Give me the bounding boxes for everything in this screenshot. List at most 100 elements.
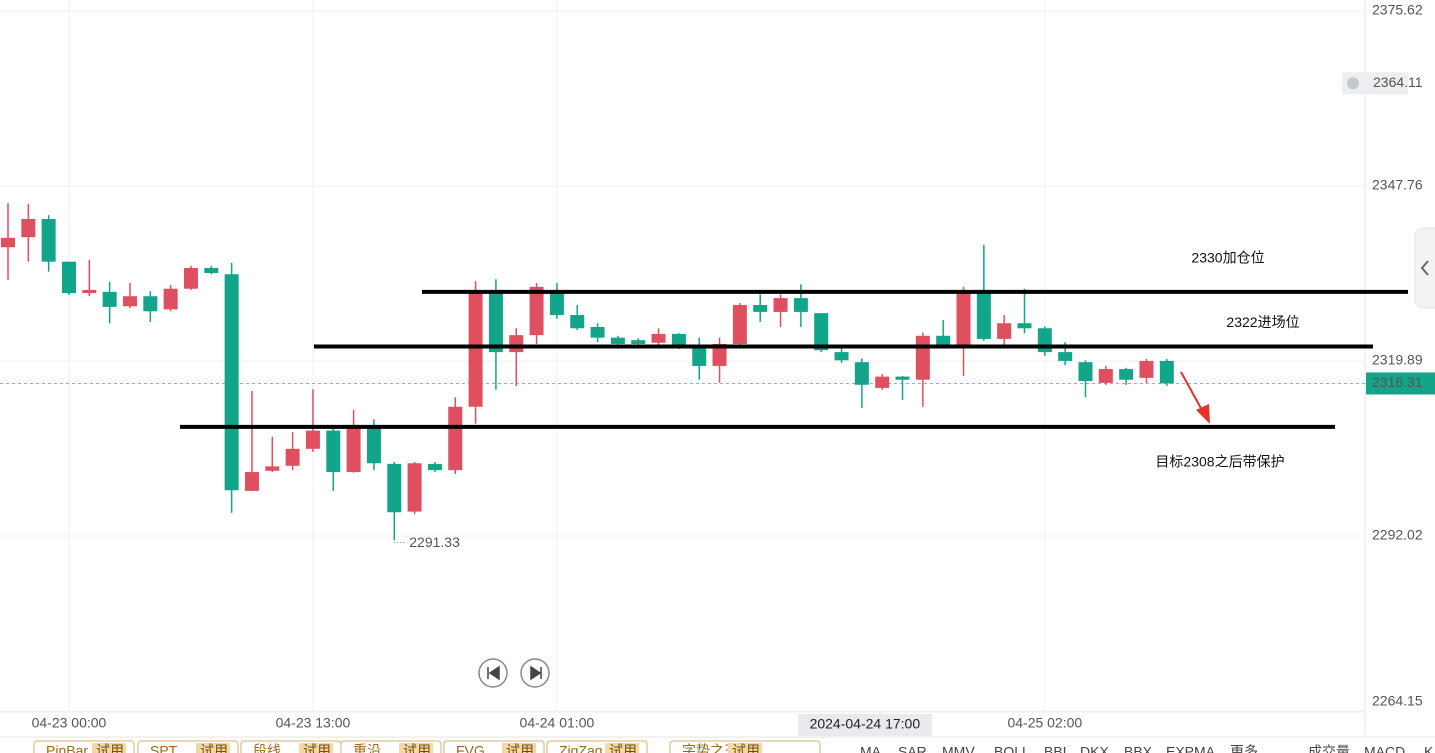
alert-box [1342, 72, 1408, 95]
candle-body [590, 326, 605, 338]
candle-body [692, 347, 707, 366]
candle-body [1119, 369, 1134, 380]
candle-body [1, 237, 15, 248]
plugin-name: 字势之王 [682, 743, 738, 753]
trial-badge [605, 743, 639, 753]
arrow-head [1196, 404, 1210, 424]
candle-body [82, 289, 97, 294]
candle-body [468, 291, 483, 407]
last-price-label: 2316.31 [1372, 374, 1423, 390]
indicator-name[interactable]: BBI [1044, 744, 1067, 753]
bell-icon [1347, 77, 1359, 90]
crosshair-label: 2024-04-24 17:00 [810, 716, 921, 732]
candle-body [224, 274, 239, 491]
indicator-name[interactable]: SAR [898, 744, 927, 753]
candle-body [875, 376, 890, 388]
annotation-text: 2330加仓位 [1191, 250, 1264, 266]
playback-controls [478, 658, 550, 688]
candle-body [651, 333, 666, 343]
annotation-text: 2322进场位 [1226, 314, 1299, 330]
candle-body [814, 313, 829, 351]
candle-body [1058, 352, 1073, 361]
candle-body [1159, 360, 1174, 384]
trial-text: 试用 [732, 743, 760, 753]
candle-body [1037, 328, 1052, 353]
candle-body [448, 406, 463, 471]
indicator-name[interactable]: MMV [942, 744, 975, 753]
last-price-box [1366, 372, 1435, 395]
plugin-name: FVG [456, 743, 485, 753]
arrow [1180, 371, 1204, 413]
trial-text: 试用 [303, 743, 331, 753]
indicator-name[interactable]: BOLL [994, 744, 1030, 753]
trial-badge [92, 743, 126, 753]
candle-body [1017, 323, 1032, 329]
candle-body [773, 298, 788, 312]
candle-body [387, 463, 402, 513]
indicator-name[interactable]: 更多 [1230, 744, 1258, 753]
trial-text: 试用 [200, 743, 228, 753]
candle-body [346, 424, 361, 473]
candle-body [407, 463, 422, 512]
candle-body [183, 267, 198, 289]
x-tick-label: 04-24 01:00 [520, 715, 595, 731]
trial-badge [399, 743, 433, 753]
trial-badge [299, 743, 333, 753]
candle-body [529, 286, 544, 336]
indicator-name[interactable]: K [1424, 744, 1434, 753]
candle-body [793, 298, 808, 312]
indicator-name[interactable]: 成交量 [1308, 744, 1350, 753]
candle-body [427, 463, 442, 471]
trial-badge [502, 743, 536, 753]
trial-text: 试用 [506, 743, 534, 753]
indicator-name[interactable]: EXPMA [1166, 744, 1216, 753]
candle-body [265, 466, 280, 471]
y-tick-label: 2319.89 [1372, 352, 1423, 368]
plugin-name: PinBar [46, 743, 88, 753]
candle-body [204, 267, 219, 273]
candle-body [366, 426, 381, 464]
indicator-name[interactable]: BBX [1124, 744, 1153, 753]
candle-body [549, 289, 564, 316]
min-label: 2291.33 [409, 534, 460, 550]
candle-body [305, 430, 320, 449]
candle-body [41, 218, 56, 262]
plugin-name: ZigZag [559, 743, 603, 753]
candle-body [122, 296, 137, 307]
candle-body [834, 352, 849, 361]
candle-body [1078, 362, 1093, 382]
trial-text: 试用 [403, 743, 431, 753]
x-tick-label: 04-23 13:00 [276, 715, 351, 731]
candle-body [732, 305, 747, 344]
candle-body [285, 448, 300, 466]
candle-body [1098, 369, 1113, 383]
candle-body [610, 337, 625, 344]
alert-label: 2364.11 [1373, 74, 1423, 90]
candle-body [854, 362, 869, 385]
candle-body [976, 291, 991, 339]
candle-body [143, 296, 158, 312]
candle-body [570, 315, 585, 329]
collapse-tab[interactable] [1414, 227, 1435, 309]
plugin-name: 段线 [253, 743, 281, 753]
y-tick-label: 2264.15 [1372, 693, 1423, 709]
trial-badge [196, 743, 230, 753]
candle-body [1139, 360, 1154, 378]
collapse-icon [1420, 260, 1429, 276]
y-tick-label: 2347.76 [1372, 177, 1423, 193]
crosshair-box [797, 714, 932, 736]
plugin-name: 重沿 [353, 743, 381, 753]
indicator-name[interactable]: MA [860, 744, 882, 753]
indicator-name[interactable]: DKX [1080, 744, 1109, 753]
candle-body [631, 340, 646, 344]
candle-body [488, 291, 503, 353]
candle-body [671, 333, 686, 348]
prev-icon [487, 665, 500, 681]
indicator-name[interactable]: MACD [1364, 744, 1405, 753]
candle-body [509, 335, 524, 353]
candle-body [61, 261, 76, 294]
trial-badge [728, 743, 762, 753]
candle-body [915, 335, 930, 380]
